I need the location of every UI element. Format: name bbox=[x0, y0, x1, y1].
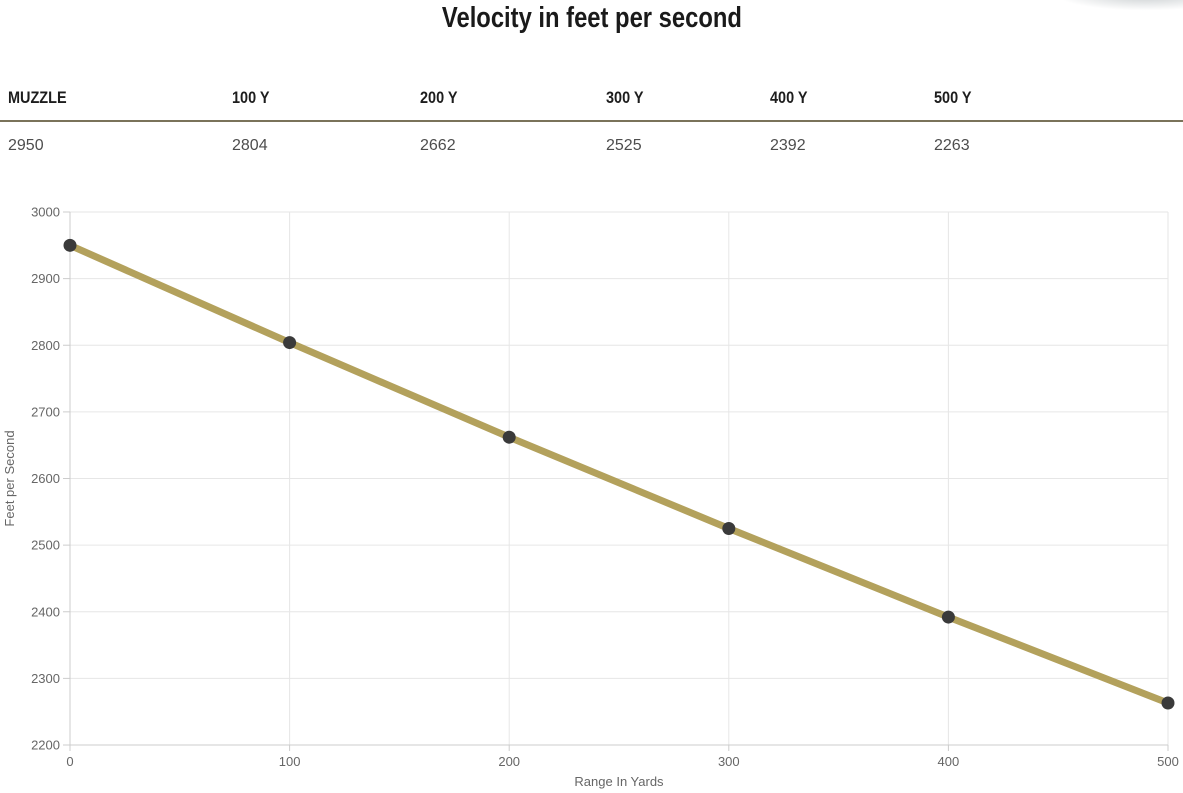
data-point-marker[interactable] bbox=[502, 430, 516, 444]
col-header-muzzle-label: MUZZLE bbox=[8, 88, 67, 107]
y-tick-label: 2800 bbox=[31, 338, 60, 353]
value-500y: 2263 bbox=[934, 137, 970, 154]
x-tick-label: 400 bbox=[938, 754, 960, 769]
col-header-200y-label: 200 Y bbox=[420, 88, 458, 107]
value-100y: 2804 bbox=[232, 137, 268, 154]
col-header-400y-label: 400 Y bbox=[770, 88, 808, 107]
col-header-muzzle: MUZZLE bbox=[0, 84, 224, 121]
velocity-table-header-row: MUZZLE 100 Y 200 Y 300 Y 400 Y 500 Y bbox=[0, 84, 1183, 121]
y-tick-label: 2500 bbox=[31, 538, 60, 553]
velocity-series-line bbox=[68, 242, 1170, 707]
col-header-500y-label: 500 Y bbox=[934, 88, 972, 107]
col-header-500y: 500 Y bbox=[926, 84, 1183, 121]
x-tick-label: 500 bbox=[1157, 754, 1179, 769]
y-tick-label: 2300 bbox=[31, 671, 60, 686]
data-point-marker[interactable] bbox=[63, 238, 77, 252]
col-header-400y: 400 Y bbox=[762, 84, 926, 121]
x-tick-label: 100 bbox=[279, 754, 301, 769]
x-tick-label: 300 bbox=[718, 754, 740, 769]
x-tick-label: 0 bbox=[66, 754, 73, 769]
y-tick-label: 2600 bbox=[31, 471, 60, 486]
data-point-marker[interactable] bbox=[1161, 696, 1175, 710]
velocity-table-value-row: 2950 2804 2662 2525 2392 2263 bbox=[0, 121, 1183, 165]
data-point-marker[interactable] bbox=[722, 521, 736, 535]
data-point-marker[interactable] bbox=[941, 610, 955, 624]
page-title: Velocity in feet per second bbox=[0, 0, 1183, 36]
value-muzzle: 2950 bbox=[8, 137, 44, 154]
col-header-100y: 100 Y bbox=[224, 84, 412, 121]
data-point-marker[interactable] bbox=[283, 336, 297, 350]
col-header-300y: 300 Y bbox=[598, 84, 762, 121]
col-header-200y: 200 Y bbox=[412, 84, 598, 121]
velocity-line-chart: 2200 2300 2400 2500 2600 2700 2800 2900 3000 0 100… bbox=[0, 193, 1183, 793]
velocity-chart-svg: 2200 2300 2400 2500 2600 2700 2800 2900 3000 0 100… bbox=[2, 205, 1179, 790]
value-300y: 2525 bbox=[606, 137, 642, 154]
y-tick-label: 3000 bbox=[31, 205, 60, 220]
x-axis-title: Range In Yards bbox=[574, 774, 664, 789]
velocity-table: MUZZLE 100 Y 200 Y 300 Y 400 Y 500 Y 295… bbox=[0, 84, 1183, 165]
col-header-300y-label: 300 Y bbox=[606, 88, 644, 107]
y-tick-label: 2700 bbox=[31, 404, 60, 419]
y-tick-label: 2200 bbox=[31, 738, 60, 753]
x-tick-label: 200 bbox=[498, 754, 520, 769]
page-title-text: Velocity in feet per second bbox=[441, 2, 742, 34]
y-tick-label: 2900 bbox=[31, 271, 60, 286]
y-tick-label: 2400 bbox=[31, 604, 60, 619]
col-header-100y-label: 100 Y bbox=[232, 88, 270, 107]
y-axis-title: Feet per Second bbox=[2, 430, 17, 526]
value-200y: 2662 bbox=[420, 137, 456, 154]
value-400y: 2392 bbox=[770, 137, 806, 154]
